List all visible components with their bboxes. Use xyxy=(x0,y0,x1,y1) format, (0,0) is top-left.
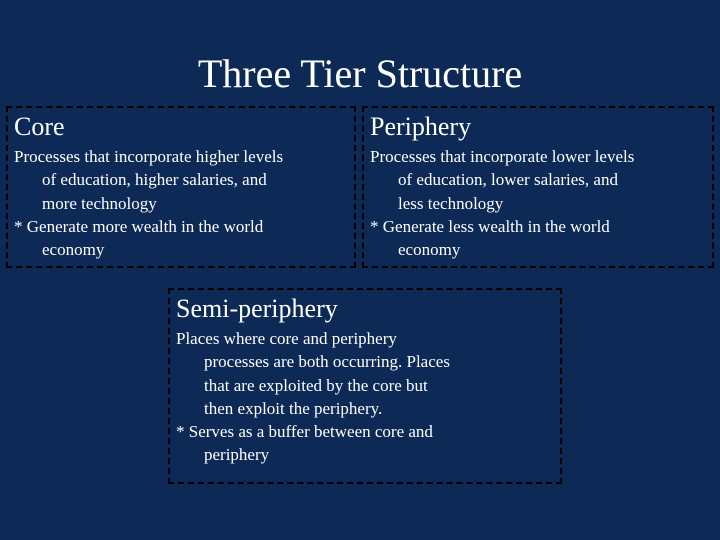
core-heading: Core xyxy=(14,112,348,142)
slide-title: Three Tier Structure xyxy=(0,50,720,97)
periphery-line: less technology xyxy=(370,193,706,214)
core-line: of education, higher salaries, and xyxy=(14,169,348,190)
semi-heading: Semi-periphery xyxy=(176,294,554,324)
periphery-heading: Periphery xyxy=(370,112,706,142)
semi-line: periphery xyxy=(176,444,554,465)
core-line: economy xyxy=(14,239,348,260)
core-body: Processes that incorporate higher levels… xyxy=(14,146,348,260)
semi-line: Places where core and periphery xyxy=(176,328,554,349)
semi-line: * Serves as a buffer between core and xyxy=(176,421,554,442)
semi-line: processes are both occurring. Places xyxy=(176,351,554,372)
periphery-body: Processes that incorporate lower levels … xyxy=(370,146,706,260)
periphery-line: of education, lower salaries, and xyxy=(370,169,706,190)
periphery-box: Periphery Processes that incorporate low… xyxy=(362,106,714,268)
semi-line: then exploit the periphery. xyxy=(176,398,554,419)
periphery-line: economy xyxy=(370,239,706,260)
core-box: Core Processes that incorporate higher l… xyxy=(6,106,356,268)
semi-body: Places where core and periphery processe… xyxy=(176,328,554,466)
core-line: Processes that incorporate higher levels xyxy=(14,146,348,167)
periphery-line: * Generate less wealth in the world xyxy=(370,216,706,237)
core-line: more technology xyxy=(14,193,348,214)
semi-periphery-box: Semi-periphery Places where core and per… xyxy=(168,288,562,484)
core-line: * Generate more wealth in the world xyxy=(14,216,348,237)
semi-line: that are exploited by the core but xyxy=(176,375,554,396)
periphery-line: Processes that incorporate lower levels xyxy=(370,146,706,167)
